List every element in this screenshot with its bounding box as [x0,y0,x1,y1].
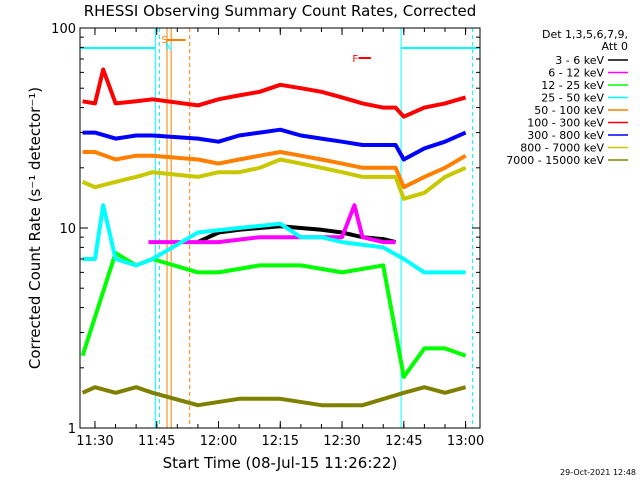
series-line-7 [81,157,467,201]
legend-label-8: 7000 - 15000 keV [506,154,604,167]
x-axis-label: Start Time (08-Jul-15 11:26:22) [163,454,398,472]
series-line-5 [82,67,467,119]
marker-label-flare: F [352,54,358,65]
x-tick-label-4: 12:30 [323,434,360,449]
marker-label-night: N [165,42,172,53]
x-tick-label-6: 13:00 [447,434,484,449]
x-tick-label-5: 12:45 [385,434,422,449]
x-tick-label-3: 12:15 [262,434,299,449]
x-tick-label-2: 12:00 [200,434,237,449]
x-tick-label-0: 11:30 [76,434,113,449]
series-line-4 [82,150,467,190]
legend-label-4: 50 - 100 keV [534,104,604,117]
series-line-8 [81,385,467,408]
series-line-6 [82,127,467,162]
legend-label-3: 25 - 50 keV [541,92,604,105]
legend-label-7: 800 - 7000 keV [520,142,604,155]
date-stamp: 29-Oct-2021 12:48 [560,468,636,477]
legend-header-detectors: Det 1,3,5,6,7,9, [542,28,628,41]
series-layer [80,67,467,408]
y-axis-label: Corrected Count Rate (s⁻¹ detector⁻¹) [26,87,44,369]
legend-label-2: 12 - 25 keV [541,79,604,92]
y-tick-label-0: 1 [68,422,76,437]
y-tick-label-2: 100 [51,22,76,37]
y-tick-label-1: 10 [59,222,76,237]
axis-ticks: 11:30 11:45 12:00 12:15 12:30 12:45 13:00 1 10 10… [51,22,484,449]
legend-label-0: 3 - 6 keV [555,54,604,67]
chart-title: RHESSI Observing Summary Count Rates, Co… [84,2,477,20]
legend-label-6: 300 - 800 keV [527,129,604,142]
legend-label-5: 100 - 300 keV [527,117,604,130]
legend-header-attenuator: Att 0 [602,40,628,53]
series-line-3 [82,203,466,275]
legend-label-1: 6 - 12 keV [548,67,604,80]
x-tick-label-1: 11:45 [138,434,175,449]
marker-label-saa: S [162,35,168,46]
